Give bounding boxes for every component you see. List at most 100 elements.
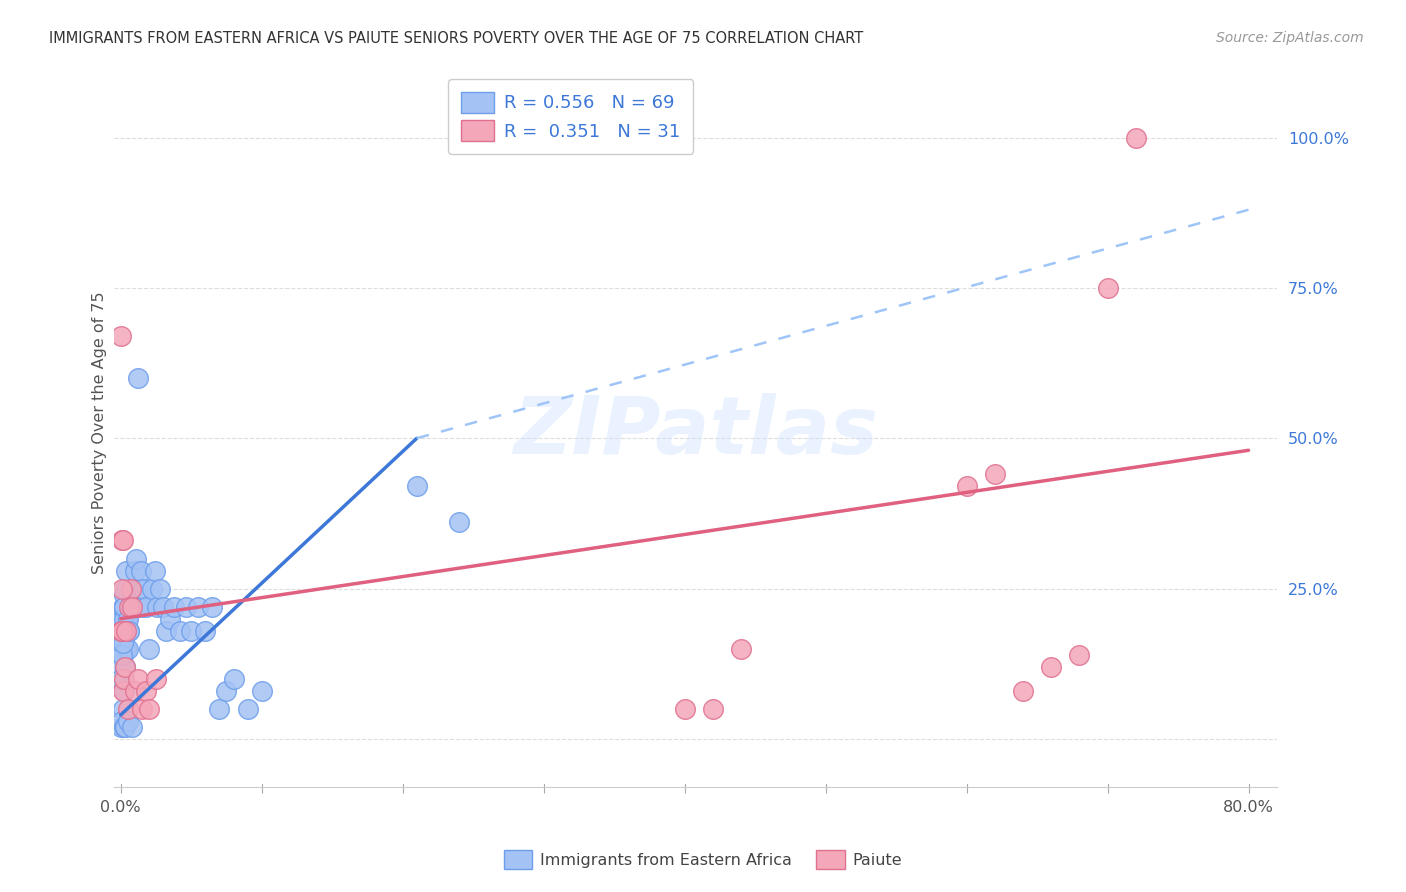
Point: [159, 612, 181, 626]
Point: [125, 551, 148, 566]
Point: [114, 660, 136, 674]
Point: [131, 599, 153, 614]
Point: [222, 672, 245, 686]
Point: [120, 599, 142, 614]
Point: [127, 599, 149, 614]
Point: [194, 624, 217, 638]
Point: [984, 467, 1007, 482]
Point: [236, 702, 259, 716]
Point: [152, 599, 174, 614]
Point: [118, 624, 141, 638]
Text: Source: ZipAtlas.com: Source: ZipAtlas.com: [1216, 31, 1364, 45]
Legend: R = 0.556   N = 69, R =  0.351   N = 31: R = 0.556 N = 69, R = 0.351 N = 31: [449, 79, 693, 153]
Point: [115, 612, 138, 626]
Point: [111, 624, 134, 638]
Point: [208, 702, 231, 716]
Point: [673, 702, 696, 716]
Text: IMMIGRANTS FROM EASTERN AFRICA VS PAIUTE SENIORS POVERTY OVER THE AGE OF 75 CORR: IMMIGRANTS FROM EASTERN AFRICA VS PAIUTE…: [49, 31, 863, 46]
Point: [702, 702, 724, 716]
Point: [163, 599, 186, 614]
Point: [127, 672, 149, 686]
Point: [115, 564, 138, 578]
Point: [114, 582, 136, 596]
Point: [117, 702, 139, 716]
Point: [138, 702, 160, 716]
Point: [141, 582, 163, 596]
Point: [187, 599, 209, 614]
Point: [449, 516, 471, 530]
Point: [111, 702, 134, 716]
Point: [121, 582, 143, 596]
Point: [112, 672, 135, 686]
Point: [110, 624, 132, 638]
Point: [117, 714, 139, 728]
Point: [115, 624, 138, 638]
Point: [117, 641, 139, 656]
Point: [114, 641, 136, 656]
Point: [250, 683, 273, 698]
Point: [138, 641, 160, 656]
Point: [135, 683, 157, 698]
Point: [124, 683, 146, 698]
Point: [112, 683, 135, 698]
Point: [111, 636, 134, 650]
Point: [169, 624, 191, 638]
Point: [112, 612, 135, 626]
Point: [1012, 683, 1035, 698]
Point: [112, 599, 135, 614]
Point: [111, 648, 134, 662]
Point: [120, 582, 142, 596]
Point: [111, 533, 134, 548]
Point: [955, 479, 977, 493]
Point: [118, 599, 141, 614]
Point: [135, 599, 157, 614]
Point: [111, 648, 134, 662]
Point: [127, 371, 149, 385]
Point: [129, 564, 152, 578]
Point: [131, 702, 153, 716]
Point: [112, 720, 135, 734]
Point: [1040, 660, 1063, 674]
Legend: Immigrants from Eastern Africa, Paiute: Immigrants from Eastern Africa, Paiute: [498, 844, 908, 875]
Point: [122, 599, 145, 614]
Point: [110, 720, 132, 734]
Point: [132, 582, 155, 596]
Point: [112, 624, 135, 638]
Point: [110, 624, 132, 638]
Point: [174, 599, 197, 614]
Text: ZIPatlas: ZIPatlas: [513, 393, 877, 471]
Point: [111, 630, 134, 644]
Point: [1069, 648, 1091, 662]
Point: [117, 624, 139, 638]
Point: [143, 564, 166, 578]
Point: [110, 672, 132, 686]
Point: [145, 672, 167, 686]
Point: [114, 660, 136, 674]
Point: [110, 672, 132, 686]
Point: [121, 720, 143, 734]
Point: [215, 683, 238, 698]
Point: [146, 599, 169, 614]
Point: [405, 479, 427, 493]
Point: [110, 641, 132, 656]
Point: [115, 624, 138, 638]
Point: [155, 624, 177, 638]
Point: [112, 588, 135, 602]
Point: [112, 672, 135, 686]
Point: [149, 582, 172, 596]
Point: [111, 714, 134, 728]
Point: [111, 612, 134, 626]
Point: [121, 599, 143, 614]
Point: [112, 636, 135, 650]
Point: [111, 660, 134, 674]
Point: [111, 683, 134, 698]
Point: [1097, 281, 1119, 295]
Point: [111, 533, 134, 548]
Point: [111, 582, 134, 596]
Point: [201, 599, 224, 614]
Point: [180, 624, 202, 638]
Point: [117, 612, 139, 626]
Point: [110, 329, 132, 343]
Point: [114, 720, 136, 734]
Point: [111, 599, 134, 614]
